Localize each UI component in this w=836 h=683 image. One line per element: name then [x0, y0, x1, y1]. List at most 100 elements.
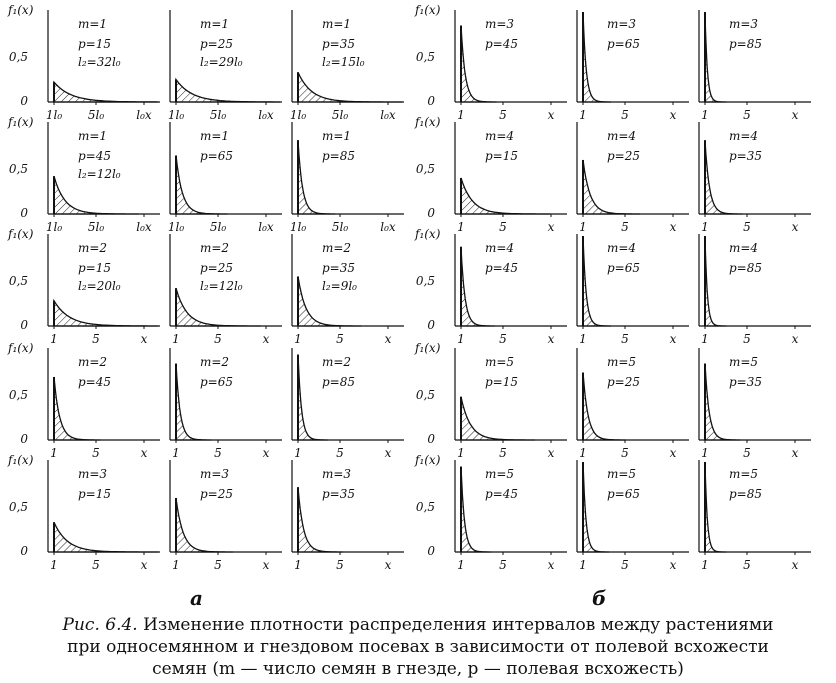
- x-tick-label: 5: [214, 558, 222, 572]
- x-tick-label: x: [141, 446, 148, 460]
- x-tick-label: 5l₀: [210, 220, 226, 234]
- x-tick-label: 1: [457, 558, 465, 572]
- x-tick-label: 1: [579, 446, 587, 460]
- x-tick-label: x: [548, 108, 555, 122]
- chart-panel-19: f₁(x) 0,5 0 1 5 x m=2 p=45: [7, 341, 160, 460]
- x-tick-label: 5: [743, 220, 751, 234]
- x-tick-label: 5: [499, 558, 507, 572]
- x-tick-label: x: [263, 446, 270, 460]
- param-m-label: m=2: [200, 241, 229, 255]
- param-p-label: p=25: [200, 37, 233, 51]
- x-tick-label: 1: [579, 108, 587, 122]
- density-area: [175, 77, 280, 103]
- chart-panel-23: 1 5 x m=5 p=25: [576, 348, 689, 460]
- x-tick-label: 5: [499, 332, 507, 346]
- x-tick-label: 1l₀: [168, 220, 184, 234]
- y-axis-label: f₁(x): [414, 227, 441, 241]
- density-area: [53, 376, 101, 441]
- chart-panel-12: 1 5 x m=4 p=35: [698, 122, 811, 234]
- x-tick-label: 5: [743, 332, 751, 346]
- param-m-label: m=4: [607, 129, 636, 143]
- y-tick-label-0: 0: [427, 206, 435, 220]
- y-tick-label-0: 0: [427, 94, 435, 108]
- density-area: [460, 177, 550, 215]
- x-tick-label: 5: [336, 332, 344, 346]
- param-l2-label: l₂=12l₀: [78, 167, 121, 181]
- x-tick-label: 5l₀: [88, 220, 104, 234]
- x-tick-label: 1: [701, 220, 709, 234]
- x-tick-label: x: [792, 332, 799, 346]
- x-tick-label: 1: [701, 332, 709, 346]
- param-m-label: m=4: [729, 241, 758, 255]
- param-p-label: p=65: [607, 261, 640, 275]
- x-tick-label: 5: [621, 446, 629, 460]
- density-area: [175, 288, 261, 327]
- density-area: [460, 466, 492, 553]
- x-tick-label: 5: [499, 108, 507, 122]
- param-m-label: m=3: [729, 17, 758, 31]
- chart-panel-20: 1 5 x m=2 p=65: [169, 348, 282, 460]
- param-m-label: m=1: [322, 17, 351, 31]
- param-m-label: m=4: [485, 241, 514, 255]
- param-p-label: p=15: [78, 37, 111, 51]
- chart-panel-1: f₁(x) 0,5 0 1l₀ 5l₀ l₀x m=1 p=15 l₂=32l₀: [7, 3, 160, 122]
- param-p-label: p=35: [322, 487, 355, 501]
- param-p-label: p=65: [607, 487, 640, 501]
- figure-caption: Рис. 6.4. Изменение плотности распределе…: [0, 614, 836, 680]
- x-tick-label: x: [385, 558, 392, 572]
- param-m-label: m=3: [607, 17, 636, 31]
- density-area: [53, 298, 158, 327]
- y-tick-label-0: 0: [20, 94, 28, 108]
- y-tick-label-0: 0: [427, 318, 435, 332]
- chart-panel-9: 1l₀ 5l₀ l₀x m=1 p=85: [290, 122, 404, 234]
- param-m-label: m=2: [322, 355, 351, 369]
- density-area: [582, 235, 611, 327]
- param-m-label: m=5: [607, 467, 636, 481]
- x-tick-label: 1: [457, 332, 465, 346]
- param-p-label: p=35: [729, 375, 762, 389]
- param-p-label: p=45: [485, 487, 518, 501]
- param-p-label: p=85: [729, 37, 762, 51]
- density-area: [582, 372, 626, 441]
- y-axis-label: f₁(x): [7, 227, 34, 241]
- x-tick-label: 1: [579, 332, 587, 346]
- x-tick-label: 5: [92, 446, 100, 460]
- density-area: [704, 363, 741, 441]
- chart-panel-3: 1l₀ 5l₀ l₀x m=1 p=35 l₂=15l₀: [290, 10, 404, 122]
- param-p-label: p=65: [200, 375, 233, 389]
- density-area: [297, 487, 343, 553]
- x-tick-label: 5: [621, 220, 629, 234]
- density-area: [704, 461, 727, 553]
- chart-panel-26: 1 5 x m=3 p=25: [169, 460, 282, 572]
- y-tick-label-0-5: 0,5: [9, 388, 28, 402]
- x-tick-label: x: [792, 558, 799, 572]
- y-axis-label: f₁(x): [7, 341, 34, 355]
- param-l2-label: l₂=20l₀: [78, 279, 121, 293]
- x-tick-label: 5: [92, 332, 100, 346]
- density-area: [297, 140, 336, 215]
- chart-panel-29: 1 5 x m=5 p=65: [576, 460, 689, 572]
- x-tick-label: 1l₀: [46, 220, 62, 234]
- x-tick-label: 1: [579, 220, 587, 234]
- param-p-label: p=45: [485, 37, 518, 51]
- chart-panel-27: 1 5 x m=3 p=35: [291, 460, 404, 572]
- x-tick-label: 1: [457, 108, 465, 122]
- y-tick-label-0-5: 0,5: [9, 50, 28, 64]
- chart-panel-18: 1 5 x m=4 p=85: [698, 234, 811, 346]
- param-m-label: m=2: [322, 241, 351, 255]
- x-tick-label: x: [792, 446, 799, 460]
- density-area: [582, 159, 640, 215]
- x-tick-label: 5l₀: [332, 220, 348, 234]
- param-l2-label: l₂=9l₀: [322, 279, 357, 293]
- param-m-label: m=4: [729, 129, 758, 143]
- param-l2-label: l₂=32l₀: [78, 55, 121, 69]
- density-area: [460, 25, 497, 103]
- x-tick-label: 5: [743, 446, 751, 460]
- chart-panel-16: f₁(x) 0,5 0 1 5 x m=4 p=45: [414, 227, 567, 346]
- param-m-label: m=1: [78, 129, 107, 143]
- param-m-label: m=5: [485, 355, 514, 369]
- x-tick-label: x: [263, 332, 270, 346]
- x-tick-label: 1l₀: [290, 220, 306, 234]
- x-tick-label: 5l₀: [210, 108, 226, 122]
- chart-panel-7: f₁(x) 0,5 0 1l₀ 5l₀ l₀x m=1 p=45 l₂=12l₀: [7, 115, 160, 234]
